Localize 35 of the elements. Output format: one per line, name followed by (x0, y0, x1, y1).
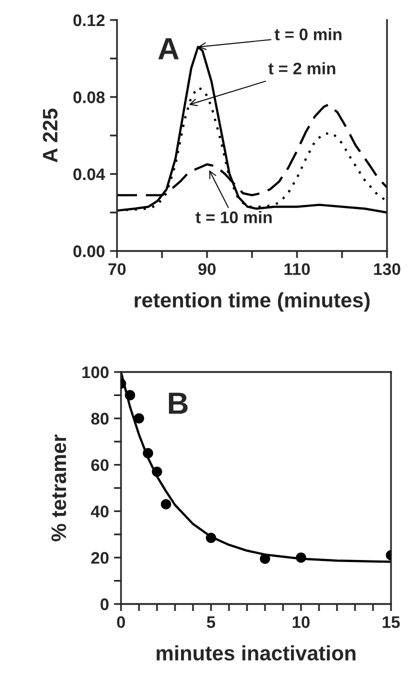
y-tick-label: 0.08 (73, 91, 105, 104)
x-tick-label: 5 (206, 616, 216, 628)
annotation: t = 10 min (196, 210, 272, 224)
y-tick-label: 0 (100, 598, 109, 610)
y-tick-label: 0.04 (73, 168, 106, 180)
point (124, 390, 136, 400)
annotation: t = 0 min (274, 28, 342, 40)
point (206, 532, 216, 544)
x-tick-label: 110 (284, 263, 310, 276)
x-tick-label: 70 (108, 263, 126, 276)
annotation: B (168, 392, 188, 414)
x-tick-label: 10 (292, 616, 310, 628)
y-tick-label: 40 (90, 506, 109, 518)
y-axis-title: % tetramer (51, 434, 66, 542)
y-tick-label: 20 (91, 552, 109, 564)
y-tick-label: 60 (91, 459, 109, 472)
y-tick-label: 0.12 (73, 14, 105, 26)
y-tick-label: 100 (82, 366, 109, 378)
point (260, 554, 270, 564)
y-tick-label: 0.00 (73, 245, 105, 258)
point (152, 466, 162, 477)
x-tick-label: 90 (198, 263, 216, 276)
point (296, 552, 306, 563)
x-tick-label: 0 (117, 616, 125, 628)
x-tick-label: 15 (382, 616, 400, 628)
x-axis-title: retention time (minutes) (134, 292, 370, 312)
x-tick-label: 130 (374, 263, 400, 276)
x-axis-title: minutes inactivation (156, 645, 356, 661)
point (160, 499, 172, 510)
point (134, 413, 144, 424)
annotation: A (158, 38, 179, 60)
annotation: t = 2 min (268, 62, 336, 74)
point (142, 448, 154, 458)
y-axis-title: A 225 (42, 108, 58, 162)
y-tick-label: 80 (91, 412, 109, 425)
